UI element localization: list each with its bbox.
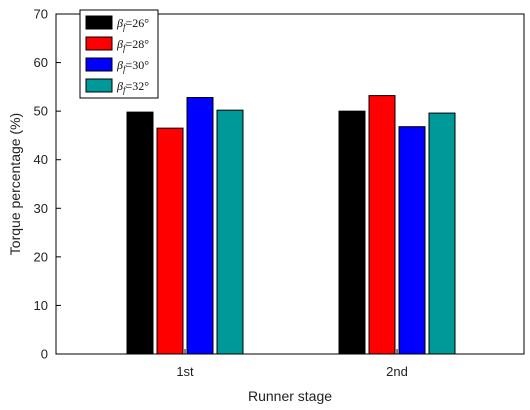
y-tick-label: 20: [34, 249, 48, 264]
y-tick-label: 30: [34, 201, 48, 216]
bar: [186, 97, 214, 355]
legend-swatch: [85, 15, 113, 30]
plot-frame: [55, 13, 525, 355]
bar: [338, 110, 366, 355]
legend-swatch: [85, 57, 113, 72]
bar: [398, 126, 426, 355]
bar: [368, 95, 396, 355]
y-tick-label: 10: [34, 298, 48, 313]
legend-swatch: [85, 78, 113, 93]
x-tick-label: 2nd: [386, 364, 408, 379]
bars-group: [126, 95, 456, 355]
y-tick-label: 40: [34, 152, 48, 167]
legend-label: βf=30°: [116, 58, 149, 74]
bar: [156, 127, 184, 355]
bar: [216, 109, 244, 355]
axes-group: 0 10 20 30 40 50 60 70 1st 2nd: [34, 7, 525, 379]
x-axis-title: Runner stage: [248, 388, 332, 404]
legend-label: βf=32°: [116, 79, 149, 95]
legend-swatch: [85, 36, 113, 51]
bar: [126, 111, 154, 355]
y-tick-label: 70: [34, 7, 48, 22]
y-tick-label: 50: [34, 104, 48, 119]
bar: [428, 112, 456, 355]
y-tick-label: 60: [34, 55, 48, 70]
y-tick-label: 0: [41, 347, 48, 362]
legend-label: βf=26°: [116, 16, 149, 32]
y-axis-title: Torque percentage (%): [7, 113, 23, 255]
legend: βf=26° βf=28° βf=30° βf=32°: [79, 9, 159, 99]
legend-label: βf=28°: [116, 37, 149, 53]
x-tick-label: 1st: [176, 364, 194, 379]
